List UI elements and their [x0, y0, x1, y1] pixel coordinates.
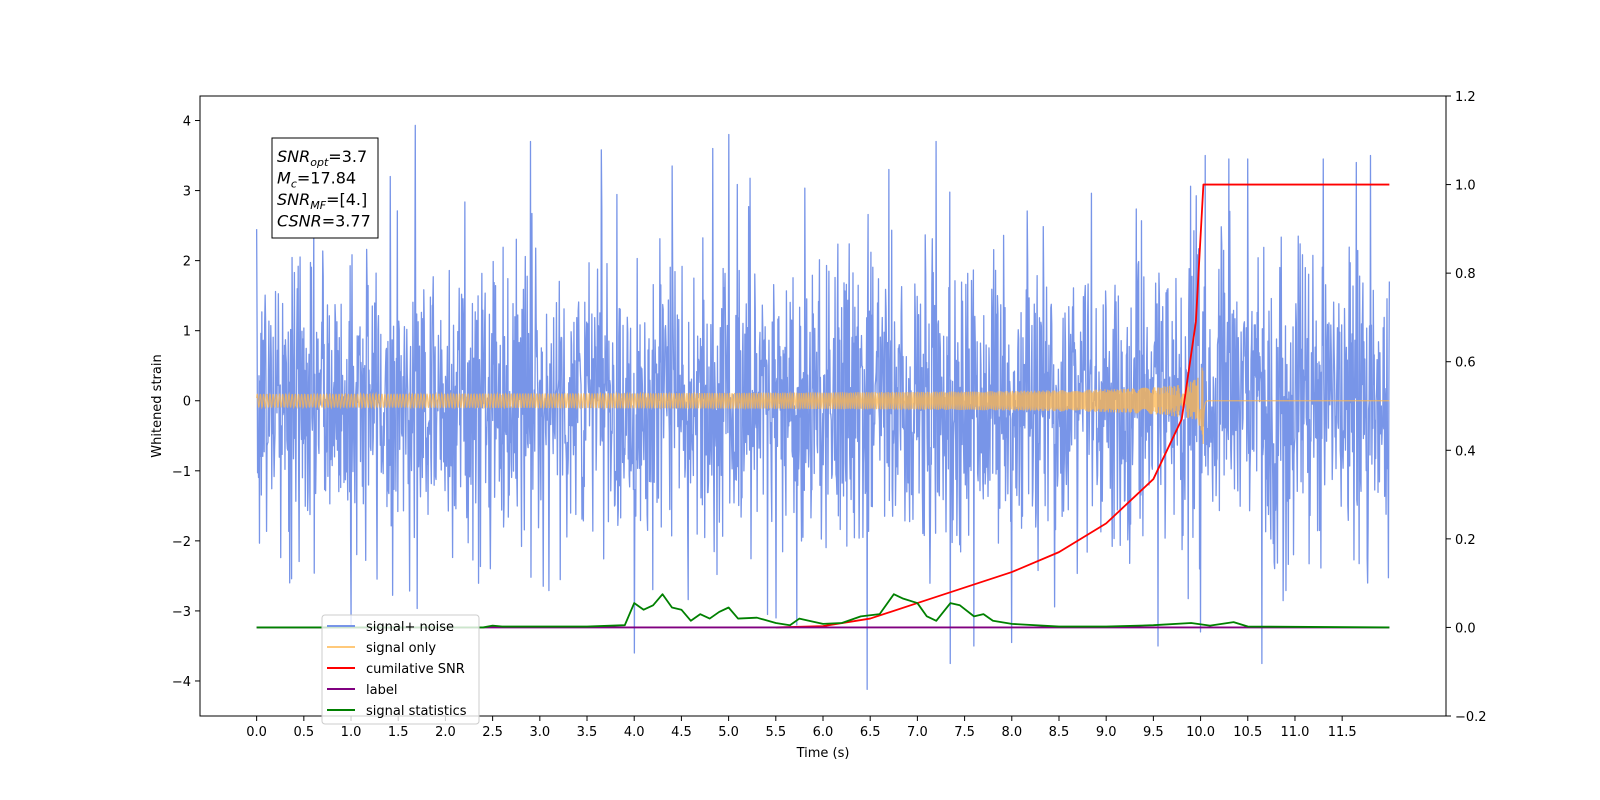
- y-tick-label: 2: [183, 255, 191, 270]
- legend-label: cumilative SNR: [366, 662, 465, 677]
- annotation-line: Mc=17.84: [277, 169, 356, 191]
- y-tick-label: −4: [172, 675, 191, 690]
- y-axis: 4 3 2 1 0 −1 −2 −3 −4: [172, 115, 200, 690]
- y2-tick-label: 1.0: [1455, 179, 1476, 194]
- x-tick-label: 0.5: [293, 725, 314, 740]
- y2-tick-label: 1.2: [1455, 90, 1476, 105]
- y2-tick-label: 0.4: [1455, 444, 1476, 459]
- series-line-signal-only: [256, 367, 1390, 444]
- legend-entry: signal+ noise: [327, 620, 454, 635]
- x-tick-label: 11.5: [1328, 725, 1357, 740]
- x-tick-label: 3.5: [577, 725, 598, 740]
- x-tick-label: 2.0: [435, 725, 456, 740]
- x-tick-label: 4.0: [624, 725, 645, 740]
- y2-tick-label: 0.0: [1455, 621, 1476, 636]
- annotation-line: SNRMF=[4.]: [277, 190, 367, 212]
- legend: signal+ noise signal only cumilative SNR la…: [321, 614, 480, 725]
- y2-tick-label: −0.2: [1455, 710, 1487, 725]
- x-tick-label: 3.0: [529, 725, 550, 740]
- x-tick-label: 6.0: [813, 725, 834, 740]
- series-line-signal-statistics: [256, 593, 1390, 629]
- x-tick-label: 1.0: [341, 725, 362, 740]
- y-tick-label: −1: [172, 465, 191, 480]
- y-tick-label: 1: [183, 325, 191, 340]
- y-tick-label: 4: [183, 115, 191, 130]
- legend-label: signal statistics: [366, 704, 467, 719]
- x-tick-label: 9.0: [1096, 725, 1117, 740]
- x-tick-label: 5.5: [765, 725, 786, 740]
- y-tick-label: 3: [183, 185, 191, 200]
- x-tick-label: 7.5: [954, 725, 975, 740]
- annotation-line: CSNR=3.77: [277, 212, 371, 231]
- y2-axis: 1.2 1.0 0.8 0.6 0.4 0.2 0.0 −0.2: [1446, 90, 1487, 725]
- legend-entry: signal only: [327, 641, 436, 656]
- y-tick-label: −2: [172, 535, 191, 550]
- x-tick-label: 8.5: [1049, 725, 1070, 740]
- legend-entry: cumilative SNR: [327, 662, 465, 677]
- annotation-line: SNRopt=3.7: [277, 147, 367, 169]
- legend-label: signal only: [366, 641, 436, 656]
- x-tick-label: 7.0: [907, 725, 928, 740]
- y2-tick-label: 0.6: [1455, 356, 1476, 371]
- x-tick-label: 6.5: [860, 725, 881, 740]
- x-tick-label: 11.0: [1280, 725, 1309, 740]
- y-tick-label: −3: [172, 605, 191, 620]
- x-tick-label: 1.5: [388, 725, 409, 740]
- legend-entry: signal statistics: [327, 704, 467, 719]
- y2-tick-label: 0.2: [1455, 533, 1476, 548]
- x-tick-label: 5.0: [718, 725, 739, 740]
- x-tick-label: 4.5: [671, 725, 692, 740]
- x-tick-label: 8.0: [1001, 725, 1022, 740]
- x-axis-label: Time (s): [796, 746, 850, 761]
- x-tick-label: 10.5: [1233, 725, 1262, 740]
- legend-label: signal+ noise: [366, 620, 454, 635]
- x-tick-label: 2.5: [482, 725, 503, 740]
- y-axis-label: Whitened strain: [150, 354, 165, 457]
- x-tick-label: 9.5: [1143, 725, 1164, 740]
- series-line-cumilative-snr: [775, 183, 1390, 629]
- y2-tick-label: 0.8: [1455, 267, 1476, 282]
- x-tick-label: 10.0: [1186, 725, 1215, 740]
- x-tick-label: 0.0: [246, 725, 267, 740]
- y-tick-label: 0: [183, 395, 191, 410]
- legend-label: label: [366, 683, 397, 698]
- x-axis: 0.0 0.5 1.0 1.5 2.0 2.5 3.0 3.5 4.0 4.5 5.0 5.5 6.0 6…: [246, 716, 1357, 740]
- legend-entry: label: [327, 683, 397, 698]
